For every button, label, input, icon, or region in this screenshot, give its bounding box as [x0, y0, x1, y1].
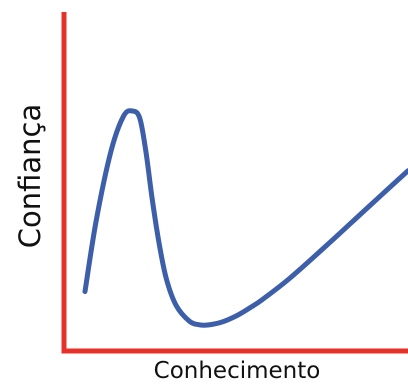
confidence-curve-line — [85, 111, 408, 326]
axes — [62, 12, 408, 353]
y-axis-label: Confiança — [13, 104, 47, 249]
x-axis-label: Conhecimento — [154, 358, 321, 383]
plot-area — [85, 111, 408, 326]
